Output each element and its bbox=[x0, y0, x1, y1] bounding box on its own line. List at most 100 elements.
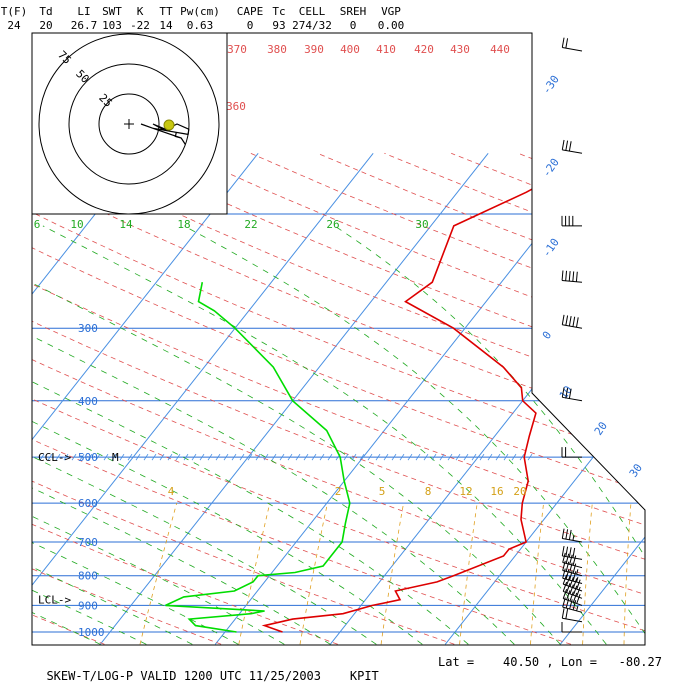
mixing-ratio-line bbox=[583, 503, 593, 644]
wind-barb-flag bbox=[576, 272, 577, 282]
dry-adiabat bbox=[585, 153, 680, 644]
isotherm-line bbox=[560, 153, 680, 644]
wind-barb bbox=[562, 270, 582, 282]
wind-barb-flag bbox=[573, 317, 575, 327]
wind-barb-flag bbox=[562, 529, 564, 539]
theta-e-label: 10 bbox=[70, 218, 83, 231]
dry-adiabat bbox=[0, 153, 454, 644]
isotherm-line bbox=[675, 153, 680, 644]
wind-barb bbox=[563, 553, 582, 568]
moist-adiabat bbox=[0, 226, 376, 644]
dry-adiabat bbox=[0, 153, 338, 644]
wind-barb-half-flag bbox=[577, 577, 578, 582]
footer-location: Lat = 40.50 , Lon = -80.27 bbox=[438, 655, 662, 669]
wind-barb-flag bbox=[562, 546, 564, 556]
theta-e-label: 6 bbox=[34, 218, 41, 231]
wind-barb bbox=[562, 608, 582, 621]
wind-barb-flag bbox=[569, 271, 570, 281]
mixing-ratio-label: 12 bbox=[459, 485, 472, 498]
mixing-ratio-line bbox=[239, 503, 270, 644]
wind-barb-flag bbox=[566, 316, 568, 326]
moist-adiabat bbox=[0, 226, 468, 644]
theta-label: 380 bbox=[267, 43, 287, 56]
pressure-tick-label: 900 bbox=[78, 599, 98, 612]
wind-barb bbox=[562, 315, 582, 328]
wind-barb-flag bbox=[562, 315, 564, 325]
theta-e-label: 22 bbox=[244, 218, 257, 231]
wind-barb-flag bbox=[569, 530, 571, 540]
footer-title: SKEW-T/LOG-P VALID 1200 UTC 11/25/2003 K… bbox=[46, 669, 378, 683]
mixing-ratio-line bbox=[300, 503, 328, 644]
wind-barb-flag bbox=[576, 317, 578, 327]
mixing-ratio-label: 2 bbox=[335, 485, 342, 498]
pressure-tick-label: 500 bbox=[78, 451, 98, 464]
mixing-ratio-label: 5 bbox=[379, 485, 386, 498]
wind-barb-staff bbox=[562, 539, 582, 542]
wind-barb-flag bbox=[566, 271, 567, 281]
theta-label: 420 bbox=[414, 43, 434, 56]
pressure-tick-label: 300 bbox=[78, 322, 98, 335]
isotherm-label: -20 bbox=[540, 156, 562, 180]
wind-barb bbox=[562, 447, 582, 457]
level-marker: LCL-> bbox=[38, 594, 71, 607]
pressure-tick-label: 700 bbox=[78, 536, 98, 549]
moist-adiabat bbox=[0, 226, 146, 644]
mixing-ratio-label: 4 bbox=[168, 485, 175, 498]
isotherm-label: 20 bbox=[592, 419, 610, 437]
wind-barb-flag bbox=[562, 38, 564, 48]
theta-e-label: 14 bbox=[119, 218, 133, 231]
wind-barb-half-flag bbox=[573, 535, 574, 540]
theta-e-label: 30 bbox=[415, 218, 428, 231]
wind-barb-flag bbox=[566, 141, 568, 151]
dry-adiabat bbox=[652, 153, 680, 644]
level-marker: CCL-> bbox=[38, 451, 71, 464]
wind-barb-flag bbox=[569, 141, 571, 151]
isotherm-line bbox=[330, 153, 680, 644]
footer: SKEW-T/LOG-P VALID 1200 UTC 11/25/2003 K… bbox=[32, 655, 680, 697]
wind-barb bbox=[562, 546, 582, 559]
isotherm-line bbox=[0, 153, 28, 644]
wind-barb-flag bbox=[562, 270, 563, 280]
wind-barb bbox=[562, 529, 582, 542]
theta-label: 410 bbox=[376, 43, 396, 56]
wind-barb-staff bbox=[563, 607, 582, 612]
wind-barb-flag bbox=[569, 547, 571, 557]
wind-barb-half-flag bbox=[577, 569, 578, 574]
mixing-ratio-line bbox=[624, 503, 631, 644]
skew-t-chart: 3004005006007008009001000-30-20-10010203… bbox=[0, 0, 680, 680]
wind-barb-flag bbox=[562, 140, 564, 150]
theta-e-label: 18 bbox=[177, 218, 190, 231]
dry-adiabat bbox=[518, 153, 680, 644]
wind-barb-flag bbox=[562, 608, 564, 618]
theta-label: 440 bbox=[490, 43, 510, 56]
mixing-ratio-label: 8 bbox=[425, 485, 432, 498]
pressure-tick-label: 1000 bbox=[78, 626, 105, 639]
moist-adiabat bbox=[0, 226, 330, 644]
wind-barb-flag bbox=[566, 609, 568, 619]
isotherm-label: 0 bbox=[540, 329, 554, 342]
wind-barb-flag bbox=[569, 316, 571, 326]
mixing-ratio-label: 20 bbox=[513, 485, 526, 498]
isotherm-label: 30 bbox=[627, 461, 645, 479]
wind-barb-staff bbox=[562, 280, 582, 282]
mixing-ratio-line bbox=[140, 503, 177, 644]
theta-label: 370 bbox=[227, 43, 247, 56]
wind-barb-staff bbox=[562, 48, 582, 51]
wind-barb-staff bbox=[562, 150, 582, 153]
mixing-ratio-label: 16 bbox=[490, 485, 503, 498]
wind-barb bbox=[562, 216, 582, 226]
dry-adiabat bbox=[318, 153, 680, 644]
theta-label: 390 bbox=[304, 43, 324, 56]
wind-barb-flag bbox=[566, 38, 568, 48]
storm-motion-marker bbox=[164, 120, 174, 130]
wind-barb-staff bbox=[562, 325, 582, 328]
moist-adiabat bbox=[335, 226, 680, 644]
theta-label: 400 bbox=[340, 43, 360, 56]
wind-barb-flag bbox=[566, 547, 568, 557]
wind-barb bbox=[562, 622, 582, 632]
pressure-tick-label: 400 bbox=[78, 395, 98, 408]
isotherm-label: -30 bbox=[540, 73, 562, 97]
wind-barb bbox=[562, 140, 582, 153]
level-marker-symbol: M bbox=[112, 451, 119, 464]
wind-barb-half-flag bbox=[577, 606, 578, 611]
